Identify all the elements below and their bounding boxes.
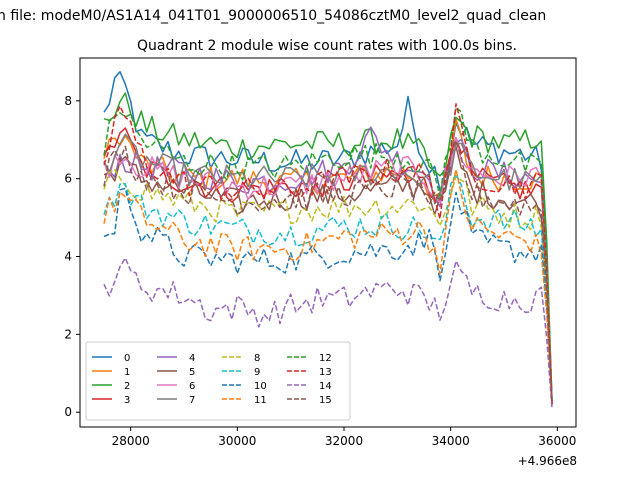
y-tick-label: 0 bbox=[64, 405, 72, 419]
legend-label-1: 1 bbox=[124, 367, 130, 378]
series-line-9 bbox=[103, 172, 553, 405]
legend-label-5: 5 bbox=[189, 367, 195, 378]
legend-label-0: 0 bbox=[124, 353, 130, 364]
plot-area: 28000 30000 32000 34000 36000 0 2 4 6 8 bbox=[64, 57, 577, 448]
x-tick-label: 34000 bbox=[432, 434, 470, 448]
y-tick-label: 4 bbox=[64, 250, 72, 264]
series-line-0 bbox=[103, 70, 553, 401]
legend-label-11: 11 bbox=[254, 395, 267, 406]
x-tick-label: 32000 bbox=[325, 434, 363, 448]
legend-label-15: 15 bbox=[319, 395, 332, 406]
y-tick-label: 8 bbox=[64, 94, 72, 108]
series-line-10 bbox=[103, 187, 553, 405]
y-tick-label: 2 bbox=[64, 327, 72, 341]
legend-label-6: 6 bbox=[189, 381, 195, 392]
y-tick-label: 6 bbox=[64, 172, 72, 186]
x-tick-label: 28000 bbox=[112, 434, 150, 448]
x-axis-offset-label: +4.966e8 bbox=[518, 454, 577, 468]
legend-box bbox=[85, 341, 351, 421]
series-layer bbox=[103, 70, 553, 409]
series-line-4 bbox=[103, 126, 553, 405]
x-axis: 28000 30000 32000 34000 36000 bbox=[112, 427, 576, 448]
series-line-14 bbox=[103, 257, 553, 409]
series-line-12 bbox=[103, 106, 553, 401]
x-tick-label: 36000 bbox=[538, 434, 576, 448]
series-line-2 bbox=[103, 92, 553, 401]
series-line-13 bbox=[103, 103, 553, 405]
series-line-8 bbox=[103, 168, 553, 405]
legend-label-4: 4 bbox=[189, 353, 195, 364]
legend-label-10: 10 bbox=[254, 381, 267, 392]
series-line-15 bbox=[103, 140, 553, 405]
legend-label-14: 14 bbox=[319, 381, 332, 392]
figure-suptitle: n file: modeM0/AS1A14_041T01_9000006510_… bbox=[0, 8, 546, 24]
legend-label-12: 12 bbox=[319, 353, 332, 364]
legend-label-7: 7 bbox=[189, 395, 195, 406]
series-line-11 bbox=[103, 168, 553, 405]
legend-label-8: 8 bbox=[254, 353, 260, 364]
y-axis: 0 2 4 6 8 bbox=[64, 94, 80, 419]
axes-frame bbox=[79, 57, 577, 428]
legend-label-3: 3 bbox=[124, 395, 130, 406]
chart-title: Quadrant 2 module wise count rates with … bbox=[137, 38, 517, 54]
x-tick-label: 30000 bbox=[218, 434, 256, 448]
legend-label-13: 13 bbox=[319, 367, 332, 378]
legend-label-9: 9 bbox=[254, 367, 260, 378]
series-line-7 bbox=[103, 133, 553, 405]
legend-label-2: 2 bbox=[124, 381, 130, 392]
